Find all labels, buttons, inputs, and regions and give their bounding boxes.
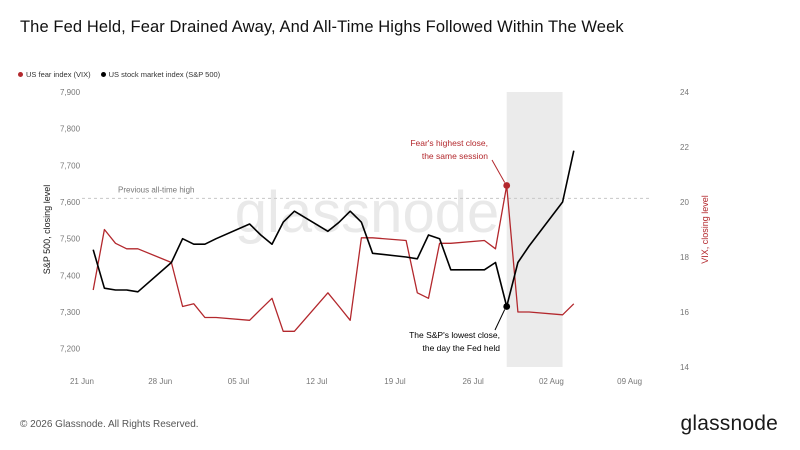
y-tick-left-label: 7,700 bbox=[60, 161, 81, 170]
vix-peak-marker bbox=[503, 182, 511, 189]
x-tick-label: 05 Jul bbox=[228, 377, 250, 386]
legend-swatch-sp500 bbox=[100, 72, 106, 77]
chart-title: The Fed Held, Fear Drained Away, And All… bbox=[20, 18, 624, 36]
y-tick-right-label: 24 bbox=[680, 88, 689, 97]
y-tick-left-label: 7,200 bbox=[60, 345, 81, 354]
vix-annotation-text: Fear's highest close, bbox=[410, 138, 488, 148]
sp500-annotation-text: the day the Fed held bbox=[422, 343, 500, 353]
x-tick-label: 09 Aug bbox=[617, 377, 642, 386]
legend-item-sp500[interactable]: US stock market index (S&P 500) bbox=[100, 70, 221, 79]
legend-label-sp500: US stock market index (S&P 500) bbox=[108, 70, 221, 79]
sp500-annotation-text: The S&P's lowest close, bbox=[409, 330, 500, 340]
copyright-footer: © 2026 Glassnode. All Rights Reserved. bbox=[20, 419, 199, 430]
y-tick-left-label: 7,600 bbox=[60, 198, 81, 207]
watermark-text: glassnode bbox=[235, 180, 499, 245]
legend-swatch-vix bbox=[18, 72, 23, 77]
sp500-line bbox=[92, 150, 575, 308]
previous-ath-label: Previous all-time high bbox=[118, 185, 194, 194]
y-tick-right-label: 14 bbox=[680, 363, 689, 372]
x-tick-label: 19 Jul bbox=[384, 377, 406, 386]
sp500-low-marker bbox=[503, 303, 511, 310]
fed-week-highlight bbox=[506, 92, 563, 367]
y-axis-right-title: VIX, closing level bbox=[700, 195, 710, 264]
x-tick-label: 28 Jun bbox=[148, 377, 172, 386]
brand-logo: glassnode bbox=[680, 412, 778, 435]
legend-item-vix[interactable]: US fear index (VIX) bbox=[18, 70, 91, 79]
y-tick-right-label: 16 bbox=[680, 308, 689, 317]
y-tick-right-label: 18 bbox=[680, 253, 689, 262]
y-tick-left-label: 7,900 bbox=[60, 88, 81, 97]
x-tick-label: 12 Jul bbox=[306, 377, 328, 386]
chart-legend: US fear index (VIX) US stock market inde… bbox=[18, 70, 220, 79]
y-tick-left-label: 7,400 bbox=[60, 271, 81, 280]
vix-annotation-leader bbox=[491, 159, 506, 183]
y-tick-left-label: 7,300 bbox=[60, 308, 81, 317]
y-tick-left-label: 7,800 bbox=[60, 125, 81, 134]
x-tick-label: 21 Jun bbox=[70, 377, 94, 386]
y-tick-left-label: 7,500 bbox=[60, 235, 81, 244]
y-tick-right-label: 22 bbox=[680, 143, 689, 152]
y-axis-left-title: S&P 500, closing level bbox=[42, 185, 52, 274]
vix-line bbox=[92, 184, 575, 332]
y-tick-right-label: 20 bbox=[680, 198, 689, 207]
sp500-annotation-leader bbox=[494, 309, 506, 331]
vix-annotation-text: the same session bbox=[422, 151, 488, 161]
x-tick-label: 02 Aug bbox=[539, 377, 564, 386]
x-tick-label: 26 Jul bbox=[462, 377, 484, 386]
legend-label-vix: US fear index (VIX) bbox=[26, 70, 91, 79]
